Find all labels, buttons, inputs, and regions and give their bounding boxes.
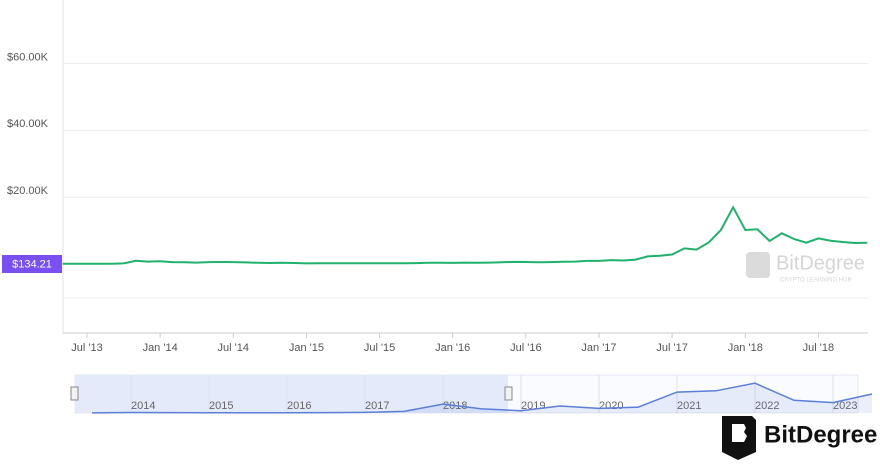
logo-name: BitDegree (764, 421, 877, 448)
y-tick-label: $40.00K (7, 118, 49, 130)
x-tick-label: Jan '15 (289, 342, 324, 354)
navigator-label: 2021 (677, 400, 701, 412)
navigator-area (92, 383, 872, 413)
x-tick-label: Jul '16 (510, 342, 541, 354)
watermark-icon (746, 252, 770, 278)
x-tick-label: Jul '15 (364, 342, 395, 354)
x-tick-label: Jul '17 (656, 342, 687, 354)
price-line (62, 205, 868, 265)
navigator-label: 2017 (365, 400, 389, 412)
x-tick-label: Jul '14 (218, 342, 249, 354)
navigator-line (91, 382, 873, 414)
navigator-label: 2016 (287, 400, 311, 412)
price-badge (2, 255, 62, 273)
x-tick-label: Jul '18 (803, 342, 834, 354)
navigator-selection[interactable] (75, 375, 508, 413)
x-tick-label: Jul '13 (71, 342, 102, 354)
x-tick-label: Jan '16 (435, 342, 470, 354)
watermark: BitDegree CRYPTO LEARNING HUB (746, 252, 865, 284)
x-tick-label: Jan '18 (728, 342, 763, 354)
logo: BitDegree (722, 416, 877, 460)
navigator-label: 2015 (209, 400, 233, 412)
navigator-label: 2014 (131, 400, 155, 412)
navigator-label: 2023 (833, 400, 857, 412)
x-tick-label: Jan '14 (143, 342, 178, 354)
navigator-handle-right[interactable] (504, 386, 513, 401)
navigator-label: 2022 (755, 400, 779, 412)
navigator-handle-left[interactable] (70, 386, 79, 401)
y-tick-label: $20.00K (7, 185, 49, 197)
logo-icon-mark (732, 424, 747, 442)
watermark-name: BitDegree (776, 252, 865, 274)
y-tick-label: $60.00K (7, 51, 49, 63)
watermark-tagline: CRYPTO LEARNING HUB (780, 278, 851, 284)
price-label: $134.21 (12, 258, 52, 270)
x-tick-label: Jan '17 (581, 342, 616, 354)
